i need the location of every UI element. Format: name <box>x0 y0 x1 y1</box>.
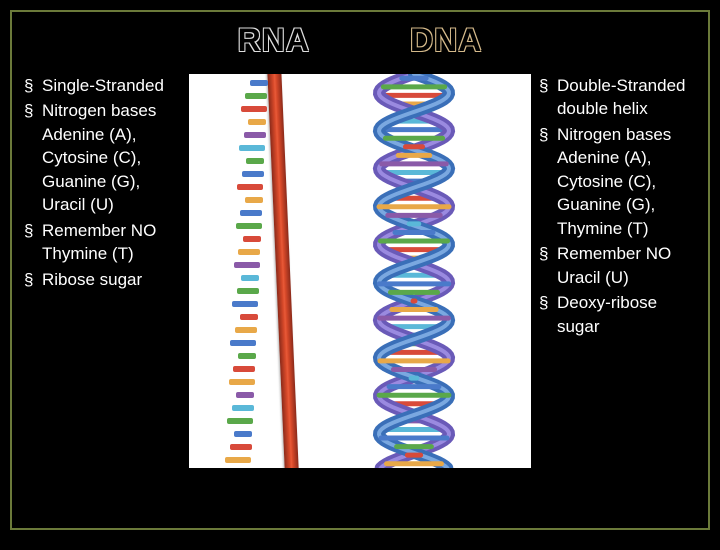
rna-rung <box>245 93 267 99</box>
rna-strand-graphic <box>239 74 299 468</box>
list-item: Nitrogen bases Adenine (A), Cytosine (C)… <box>24 99 181 216</box>
rna-rung <box>246 158 264 164</box>
rna-rung <box>233 366 255 372</box>
rna-rung <box>234 431 252 437</box>
rna-rung <box>240 210 262 216</box>
rna-properties-list: Single-Stranded Nitrogen bases Adenine (… <box>24 74 181 291</box>
dna-properties-column: Double-Stranded double helix Nitrogen ba… <box>531 74 708 524</box>
rna-rung <box>237 288 259 294</box>
dna-properties-list: Double-Stranded double helix Nitrogen ba… <box>539 74 698 338</box>
list-item: Ribose sugar <box>24 268 181 291</box>
rna-rung <box>238 353 256 359</box>
rna-rung <box>232 301 258 307</box>
rna-rung <box>239 145 265 151</box>
rna-rung <box>243 236 261 242</box>
list-item: Nitrogen bases Adenine (A), Cytosine (C)… <box>539 123 698 240</box>
rna-rung <box>248 119 266 125</box>
rna-rung <box>229 379 255 385</box>
rna-backbone <box>267 74 299 468</box>
rna-rung <box>244 132 266 138</box>
rna-rung <box>245 197 263 203</box>
rna-rung <box>237 184 263 190</box>
rna-properties-column: Single-Stranded Nitrogen bases Adenine (… <box>12 74 189 524</box>
rna-rung <box>250 80 268 86</box>
rna-rung <box>235 327 257 333</box>
slide-frame: RNA DNA Single-Stranded Nitrogen bases A… <box>10 10 710 530</box>
list-item: Deoxy-ribose sugar <box>539 291 698 338</box>
rna-rung <box>230 340 256 346</box>
molecule-illustration <box>189 74 531 468</box>
rna-rung <box>240 314 258 320</box>
rna-rung <box>232 405 254 411</box>
title-row: RNA DNA <box>12 22 708 59</box>
rna-rung <box>236 223 262 229</box>
rna-rung <box>238 249 260 255</box>
rna-rung <box>242 171 264 177</box>
dna-helix-graphic <box>369 74 479 468</box>
list-item: Remember NO Thymine (T) <box>24 219 181 266</box>
rna-rung <box>227 418 253 424</box>
list-item: Remember NO Uracil (U) <box>539 242 698 289</box>
dna-helix-svg <box>369 74 459 468</box>
rna-rung <box>225 457 251 463</box>
rna-rung <box>241 275 259 281</box>
list-item: Single-Stranded <box>24 74 181 97</box>
rna-rung <box>236 392 254 398</box>
list-item: Double-Stranded double helix <box>539 74 698 121</box>
dna-title: DNA <box>410 22 482 59</box>
rna-rung <box>234 262 260 268</box>
rna-rung <box>230 444 252 450</box>
content-row: Single-Stranded Nitrogen bases Adenine (… <box>12 74 708 524</box>
rna-rung <box>241 106 267 112</box>
rna-title: RNA <box>238 22 310 59</box>
